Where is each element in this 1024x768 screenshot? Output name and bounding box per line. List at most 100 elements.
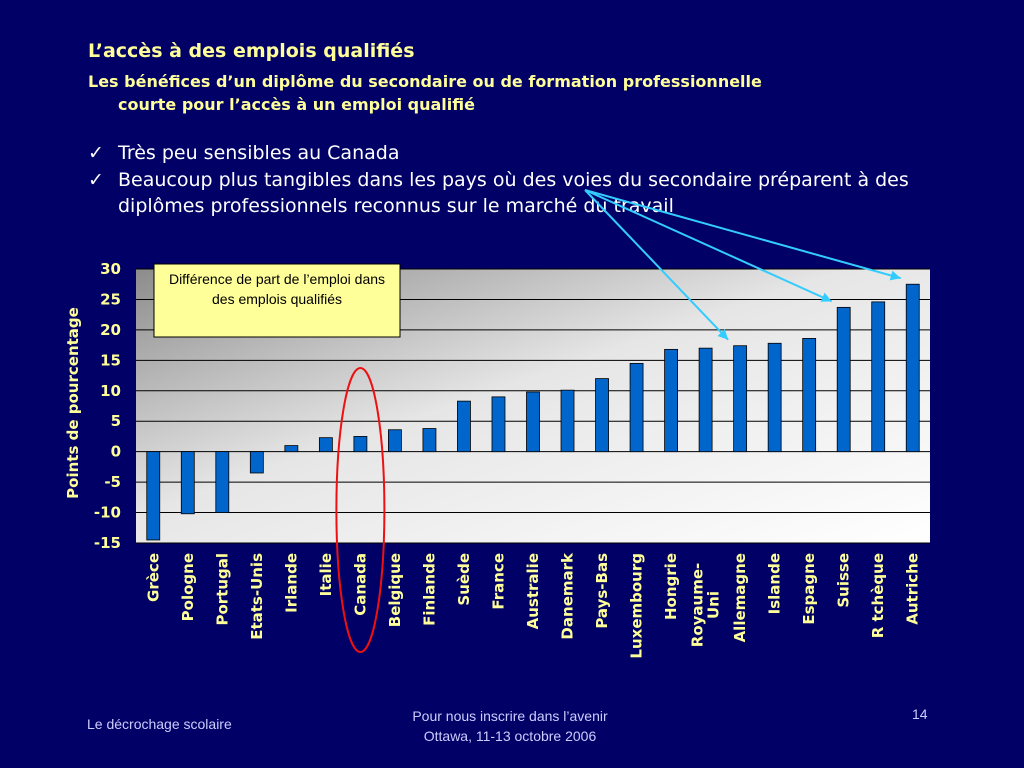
x-tick-label: Canada (351, 553, 369, 616)
x-tick-label: Etats-Unis (248, 553, 266, 640)
y-tick-label: -15 (94, 534, 121, 552)
x-tick-label: Pays-Bas (593, 553, 611, 629)
x-tick-label-line: Uni (705, 591, 723, 619)
bar (905, 283, 920, 453)
y-tick-label: -10 (94, 504, 121, 522)
slide-subtitle: Les bénéfices d’un diplôme du secondaire… (88, 70, 988, 116)
x-tick-label-line: Suisse (835, 553, 853, 608)
bar (595, 378, 609, 453)
x-tick-label-line: Pologne (179, 553, 197, 621)
checkmark-icon: ✓ (88, 142, 104, 164)
y-tick-label: 5 (111, 412, 121, 430)
x-tick-label: Italie (317, 553, 335, 596)
x-tick-label-line: Luxembourg (628, 553, 646, 659)
x-tick-label-line: R tchèque (869, 553, 887, 638)
x-tick-label: Danemark (559, 552, 577, 640)
x-tick-label: Portugal (213, 553, 231, 626)
bar-series (146, 283, 920, 541)
x-tick-label: R tchèque (869, 553, 887, 638)
y-tick-label: 0 (111, 443, 121, 461)
bar (388, 429, 402, 453)
bar (560, 389, 575, 453)
bar (353, 436, 368, 453)
y-tick-label: 25 (100, 290, 121, 308)
x-tick-label-line: Finlande (420, 553, 438, 626)
bullet-text: Beaucoup plus tangibles dans les pays où… (118, 169, 909, 217)
arrow (584, 189, 729, 341)
footer-center-line-2: Ottawa, 11-13 octobre 2006 (423, 728, 597, 744)
bar (422, 428, 437, 453)
x-tick-label: Autriche (904, 553, 922, 625)
slide-title: L’accès à des emplois qualifiés (88, 40, 415, 62)
x-tick-label: Irlande (282, 553, 300, 613)
x-axis-labels: Grèce Pologne Portugal Etats-Unis Irlande Ita… (144, 552, 921, 659)
footer-center-line-1: Pour nous inscrire dans l’avenir (412, 708, 608, 724)
bullet-item: ✓ Très peu sensibles au Canada (88, 140, 948, 166)
y-tick-label: 30 (100, 260, 121, 278)
x-tick-label-line: Grèce (144, 553, 162, 602)
checkmark-icon: ✓ (88, 169, 104, 191)
x-tick-label-line: Espagne (800, 553, 818, 625)
bullet-list: ✓ Très peu sensibles au Canada ✓ Beaucou… (88, 140, 948, 220)
x-tick-label-line: France (489, 553, 507, 610)
footer-left: Le décrochage scolaire (87, 716, 232, 732)
x-tick-label-line: Islande (766, 553, 784, 614)
x-tick-label-line: Autriche (904, 553, 922, 625)
x-tick-label: France (489, 553, 507, 610)
x-tick-label: Pologne (179, 553, 197, 621)
x-tick-label-line: Hongrie (662, 553, 680, 620)
x-tick-label-line: Allemagne (731, 553, 749, 642)
x-tick-label-line: Etats-Unis (248, 553, 266, 640)
bar (871, 301, 886, 453)
x-tick-label: Belgique (386, 553, 404, 627)
bar (146, 451, 161, 541)
bar (180, 451, 195, 515)
bar (802, 338, 817, 453)
bar (767, 342, 782, 453)
y-axis-label: Points de pourcentage (64, 307, 82, 499)
bar (284, 445, 299, 453)
arrow (584, 189, 833, 303)
bar (215, 451, 230, 513)
arrow (584, 189, 902, 281)
bar (526, 391, 540, 453)
y-tick-label: 20 (100, 321, 121, 339)
x-tick-label: Islande (766, 553, 784, 614)
x-tick-label: Royaume-Uni (689, 563, 723, 647)
bar (318, 437, 333, 453)
x-tick-label-line: Italie (317, 553, 335, 596)
x-tick-label: Finlande (420, 553, 438, 626)
annotation-text: Différence de part de l’emploi dans des … (168, 271, 386, 307)
x-tick-label-line: Canada (351, 553, 369, 616)
x-tick-label: Suisse (835, 553, 853, 608)
bar (836, 306, 851, 453)
x-tick-label: Hongrie (662, 553, 680, 620)
y-tick-label: 15 (100, 351, 121, 369)
bar (664, 348, 678, 453)
annotation-arrows (584, 189, 902, 341)
x-tick-label-line: Pays-Bas (593, 553, 611, 629)
page-number: 14 (912, 706, 928, 722)
bar (457, 400, 471, 453)
y-tick-label: -5 (104, 473, 121, 491)
x-tick-label-line: Danemark (559, 552, 577, 640)
canada-highlight-ellipse (335, 367, 386, 653)
y-tick-label: 10 (100, 382, 121, 400)
annotation-box: Différence de part de l’emploi dans des … (153, 263, 401, 338)
y-axis-ticks: 30 25 20 15 10 5 0 -5 -10 -15 (94, 260, 121, 552)
bar (629, 362, 644, 453)
footer-center: Pour nous inscrire dans l’avenir Ottawa,… (380, 706, 640, 746)
x-tick-label-line: Portugal (213, 553, 231, 626)
x-tick-label: Espagne (800, 553, 818, 625)
bar (249, 451, 264, 474)
x-tick-label-line: Suède (455, 553, 473, 606)
x-tick-label: Allemagne (731, 553, 749, 642)
x-tick-label: Luxembourg (628, 553, 646, 659)
subtitle-line-1: Les bénéfices d’un diplôme du secondaire… (88, 72, 762, 91)
x-tick-label: Australie (524, 553, 542, 629)
x-tick-label-line: Australie (524, 553, 542, 629)
x-tick-label-line: Royaume- (689, 563, 707, 647)
bar (698, 347, 713, 453)
x-tick-label-line: Belgique (386, 553, 404, 627)
